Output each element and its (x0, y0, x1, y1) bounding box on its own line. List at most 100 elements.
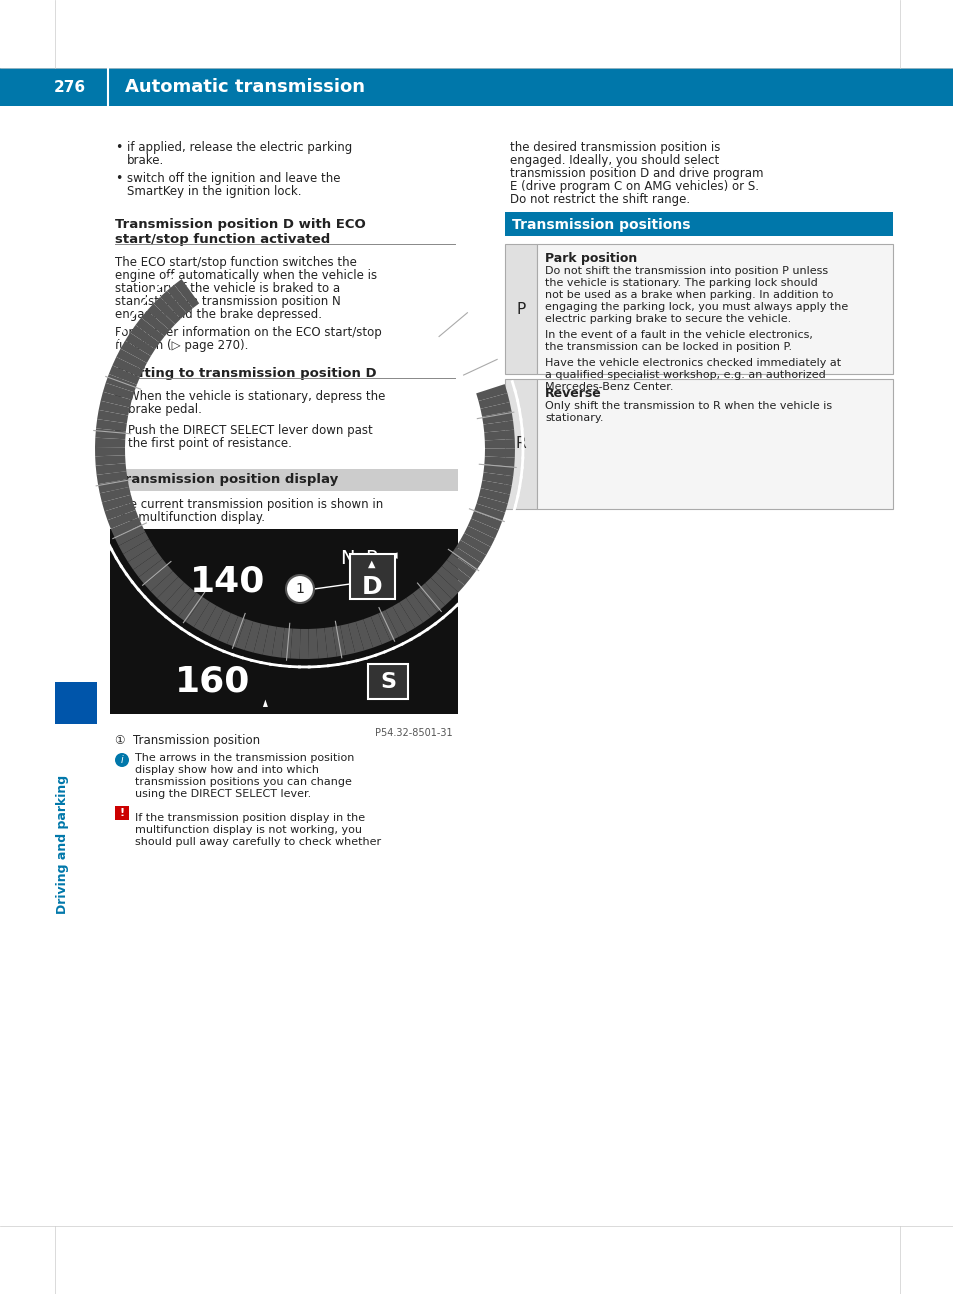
Text: the desired transmission position is: the desired transmission position is (510, 141, 720, 154)
Polygon shape (484, 448, 515, 458)
Bar (537, 245, 892, 374)
Bar (368, 664, 408, 699)
Polygon shape (235, 619, 253, 650)
Polygon shape (96, 419, 127, 431)
Text: engaging the parking lock, you must always apply the: engaging the parking lock, you must alwa… (544, 302, 847, 312)
Polygon shape (105, 502, 135, 520)
Text: Park position: Park position (544, 252, 637, 265)
Polygon shape (482, 472, 513, 485)
Text: 1: 1 (295, 582, 304, 597)
Polygon shape (272, 626, 284, 657)
Text: not be used as a brake when parking. In addition to: not be used as a brake when parking. In … (544, 290, 833, 300)
Text: ▲: ▲ (368, 559, 375, 569)
Polygon shape (167, 285, 193, 313)
Bar (55, 682, 97, 725)
Text: If the transmission position display in the: If the transmission position display in … (135, 813, 365, 823)
Text: Only shift the transmission to R when the vehicle is: Only shift the transmission to R when th… (544, 401, 831, 411)
Bar (504, 245, 537, 374)
Text: ①  Transmission position: ① Transmission position (115, 734, 260, 747)
Polygon shape (476, 496, 507, 512)
Text: ►: ► (115, 389, 122, 400)
Text: standstill with transmission position N: standstill with transmission position N (115, 295, 340, 308)
Polygon shape (100, 392, 132, 408)
Text: D: D (361, 575, 382, 599)
Polygon shape (186, 598, 210, 628)
Text: Mercedes-Benz Center.: Mercedes-Benz Center. (544, 382, 673, 392)
Polygon shape (467, 519, 498, 538)
Polygon shape (141, 311, 170, 336)
Polygon shape (484, 457, 515, 467)
Text: a qualified specialist workshop, e.g. an authorized: a qualified specialist workshop, e.g. an… (544, 370, 825, 380)
Polygon shape (174, 280, 199, 308)
Polygon shape (484, 439, 515, 449)
Text: Have the vehicle electronics checked immediately at: Have the vehicle electronics checked imm… (544, 358, 841, 367)
Text: Driving and parking: Driving and parking (56, 774, 70, 914)
Text: should pull away carefully to check whether: should pull away carefully to check whet… (135, 837, 381, 848)
Polygon shape (460, 533, 490, 555)
Polygon shape (431, 572, 457, 599)
Text: ►: ► (115, 424, 122, 433)
Text: P: P (516, 302, 525, 317)
Polygon shape (145, 565, 172, 591)
Polygon shape (112, 357, 143, 378)
Polygon shape (193, 602, 216, 631)
Text: 140: 140 (190, 564, 265, 598)
Polygon shape (478, 488, 510, 503)
Text: When the vehicle is stationary, depress the: When the vehicle is stationary, depress … (128, 389, 385, 402)
Polygon shape (95, 428, 126, 439)
Bar (350, 554, 395, 599)
Polygon shape (413, 589, 437, 617)
Text: electric parking brake to secure the vehicle.: electric parking brake to secure the veh… (544, 314, 790, 324)
Polygon shape (324, 626, 336, 657)
Polygon shape (446, 554, 476, 578)
Polygon shape (100, 487, 131, 502)
Polygon shape (98, 479, 129, 493)
Text: the multifunction display.: the multifunction display. (115, 511, 265, 524)
Polygon shape (483, 421, 514, 432)
Polygon shape (392, 602, 415, 633)
Text: the vehicle is stationary. The parking lock should: the vehicle is stationary. The parking l… (544, 278, 817, 289)
Polygon shape (436, 565, 464, 593)
Polygon shape (363, 616, 381, 648)
Text: Do not shift the transmission into position P unless: Do not shift the transmission into posit… (544, 267, 827, 276)
Polygon shape (308, 629, 318, 659)
Polygon shape (406, 593, 430, 622)
Polygon shape (332, 625, 346, 656)
Polygon shape (95, 455, 126, 466)
Polygon shape (480, 480, 511, 494)
Text: brake pedal.: brake pedal. (128, 402, 202, 415)
Text: For further information on the ECO start/stop: For further information on the ECO start… (115, 326, 381, 339)
Text: !: ! (119, 807, 125, 818)
Polygon shape (128, 546, 157, 569)
Polygon shape (348, 621, 364, 653)
Polygon shape (290, 629, 300, 659)
Text: using the DIRECT SELECT lever.: using the DIRECT SELECT lever. (135, 789, 311, 798)
Text: Transmission position D with ECO: Transmission position D with ECO (115, 217, 365, 232)
Polygon shape (316, 628, 327, 659)
Text: Transmission positions: Transmission positions (512, 217, 690, 232)
Text: i: i (120, 754, 123, 765)
Text: brake.: brake. (127, 154, 164, 167)
Polygon shape (201, 606, 223, 637)
Polygon shape (399, 598, 422, 628)
Polygon shape (484, 430, 515, 440)
Polygon shape (478, 393, 509, 409)
Polygon shape (471, 511, 501, 531)
Polygon shape (153, 298, 181, 325)
Polygon shape (97, 410, 128, 423)
Text: Transmission position display: Transmission position display (117, 474, 338, 487)
Polygon shape (133, 553, 162, 577)
Polygon shape (95, 463, 126, 475)
Polygon shape (481, 411, 513, 424)
Polygon shape (340, 624, 355, 655)
Polygon shape (111, 518, 142, 537)
Polygon shape (138, 559, 168, 585)
Polygon shape (218, 613, 238, 644)
Polygon shape (98, 401, 130, 415)
Text: The ECO start/stop function switches the: The ECO start/stop function switches the (115, 256, 356, 269)
Polygon shape (102, 494, 133, 511)
Polygon shape (164, 582, 190, 611)
Polygon shape (299, 629, 309, 659)
Text: •: • (115, 172, 122, 185)
Polygon shape (96, 471, 128, 484)
